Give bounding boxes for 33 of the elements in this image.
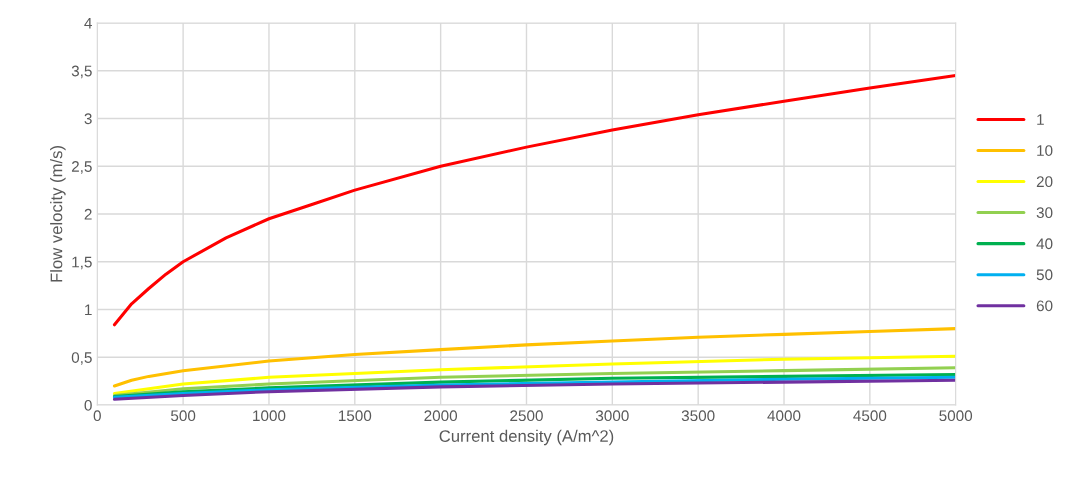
y-tick-label: 3,5: [71, 65, 92, 79]
x-tick-label: 2500: [510, 410, 543, 422]
y-tick-label: 1,5: [72, 256, 92, 270]
x-tick-label: 4000: [767, 410, 801, 422]
x-axis-title: Current density (A/m^2): [439, 429, 614, 446]
legend-label: 1: [1037, 114, 1044, 125]
legend-label: 30: [1036, 207, 1053, 219]
y-tick-label: 3: [84, 113, 92, 125]
x-tick-label: 1000: [253, 410, 286, 422]
x-tick-label: 3500: [681, 410, 715, 422]
x-tick-label: 0: [93, 410, 101, 422]
y-tick-label: 4: [84, 17, 92, 29]
line-series: [112, 354, 956, 396]
legend-label: 20: [1036, 176, 1053, 188]
y-tick-label: 0,5: [71, 352, 92, 365]
y-axis-title: Flow velocity (m/s): [50, 146, 66, 282]
x-tick-label: 3000: [595, 410, 629, 422]
line-series: [112, 73, 956, 327]
y-tick-label: 0: [84, 399, 92, 411]
x-tick-label: 2000: [424, 410, 458, 422]
legend-label: 50: [1036, 269, 1053, 281]
legend-label: 40: [1036, 238, 1053, 250]
line-series: [112, 327, 956, 388]
line-series: [112, 366, 956, 398]
x-tick-label: 5000: [939, 410, 973, 422]
x-tick-label: 4500: [853, 410, 887, 422]
x-tick-label: 1500: [338, 410, 372, 422]
legend-label: 60: [1036, 300, 1053, 312]
y-tick-label: 2,5: [71, 161, 92, 174]
legend-label: 10: [1037, 145, 1053, 156]
y-tick-label: 2: [84, 208, 92, 220]
y-tick-label: 1: [85, 304, 92, 316]
x-tick-label: 500: [170, 410, 196, 422]
